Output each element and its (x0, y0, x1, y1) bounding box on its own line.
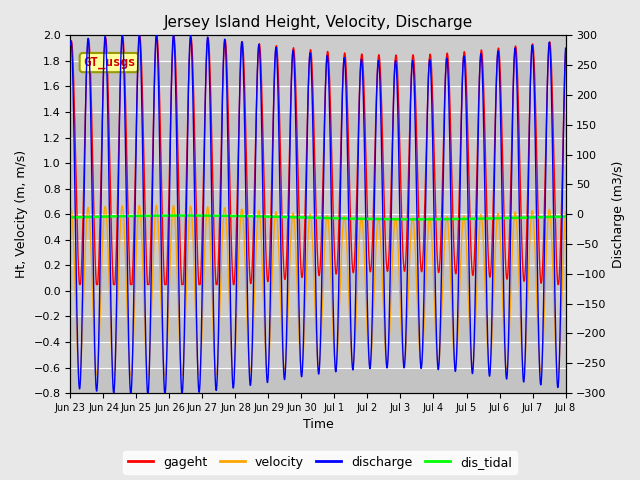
gageht (562, 50, 570, 56)
Bar (70, 214, 566, 240)
Line: dis_tidal: dis_tidal (70, 216, 566, 219)
gageht (499, 163, 507, 169)
dis_tidal (278, 214, 285, 220)
gageht (67, 47, 74, 52)
dis_tidal (413, 216, 420, 222)
Bar (70, 138, 566, 163)
Bar (70, 342, 566, 368)
discharge (278, 313, 286, 319)
discharge (552, 351, 560, 357)
dis_tidal (152, 213, 160, 218)
velocity (278, 336, 286, 342)
Line: discharge: discharge (70, 34, 566, 395)
Legend: gageht, velocity, discharge, dis_tidal: gageht, velocity, discharge, dis_tidal (123, 451, 517, 474)
Bar (70, 163, 566, 189)
gageht (278, 217, 286, 223)
Bar (70, 368, 566, 393)
velocity (153, 203, 161, 208)
dis_tidal (499, 216, 507, 221)
discharge (144, 392, 152, 397)
dis_tidal (552, 214, 560, 220)
gageht (552, 247, 560, 252)
velocity (552, 354, 560, 360)
Bar (70, 36, 566, 61)
X-axis label: Time: Time (303, 419, 333, 432)
dis_tidal (182, 213, 190, 218)
velocity (562, 209, 570, 215)
gageht (152, 35, 160, 40)
discharge (562, 45, 570, 51)
gageht (257, 54, 264, 60)
velocity (499, 301, 507, 307)
Title: Jersey Island Height, Velocity, Discharge: Jersey Island Height, Velocity, Discharg… (163, 15, 472, 30)
Bar (70, 61, 566, 86)
velocity (144, 373, 152, 379)
Bar (70, 316, 566, 342)
velocity (257, 223, 264, 228)
Text: GT_usgs: GT_usgs (83, 56, 135, 69)
velocity (123, 299, 131, 305)
gageht (76, 282, 83, 288)
Bar (70, 240, 566, 265)
Bar (70, 112, 566, 138)
dis_tidal (562, 214, 570, 219)
velocity (152, 203, 160, 208)
Bar (70, 189, 566, 214)
discharge (499, 240, 507, 245)
gageht (153, 33, 161, 39)
dis_tidal (123, 213, 131, 219)
Bar (70, 291, 566, 316)
Bar (70, 86, 566, 112)
Y-axis label: Discharge (m3/s): Discharge (m3/s) (612, 160, 625, 268)
discharge (153, 31, 161, 37)
dis_tidal (67, 215, 74, 220)
Y-axis label: Ht, Velocity (m, m/s): Ht, Velocity (m, m/s) (15, 150, 28, 278)
discharge (67, 42, 74, 48)
discharge (152, 31, 160, 37)
Line: velocity: velocity (70, 205, 566, 376)
Line: gageht: gageht (70, 36, 566, 285)
gageht (123, 165, 131, 171)
velocity (67, 208, 74, 214)
Bar (70, 265, 566, 291)
discharge (123, 234, 131, 240)
discharge (257, 73, 264, 79)
dis_tidal (257, 214, 264, 219)
